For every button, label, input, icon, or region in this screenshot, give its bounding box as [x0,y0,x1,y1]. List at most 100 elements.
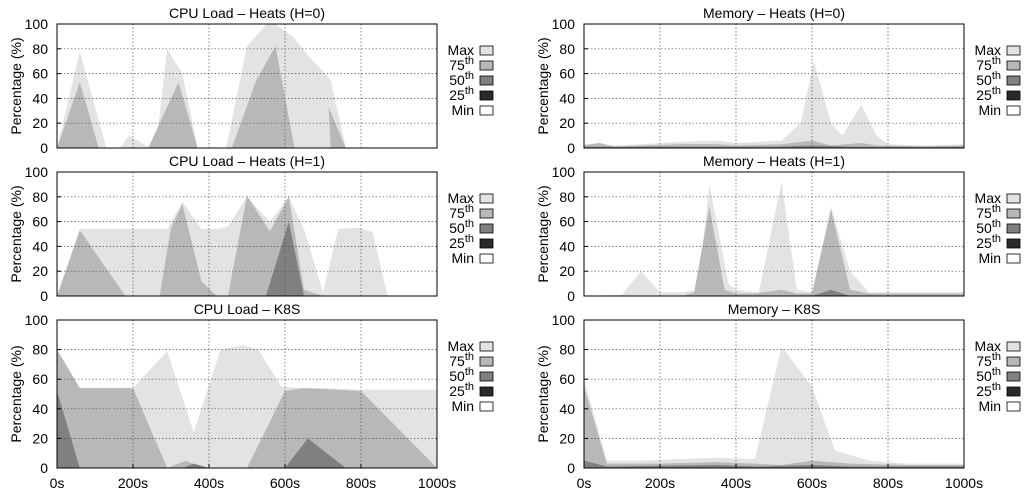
legend-label-text: 75 [976,205,992,221]
y-tick-label: 0 [40,288,48,304]
y-tick-label: 20 [32,263,48,279]
legend-swatch-min [1006,105,1021,116]
chart-title: Memory – K8S [728,301,821,317]
legend-label-sup: th [465,203,474,215]
area-75th [584,140,964,148]
chart-title: Memory – Heats (H=0) [703,5,845,21]
y-tick-label: 100 [25,164,49,180]
legend-label-min: Min [451,102,474,118]
area-max [584,181,964,296]
legend-label-sup: th [992,55,1001,67]
x-tick-label: 600s [270,475,300,491]
y-tick-label: 80 [32,342,48,358]
legend-swatch-min [479,401,494,412]
chart-title: CPU Load – Heats (H=1) [169,153,325,169]
legend-label-75: 75th [976,203,1001,221]
legend-swatch-max [479,45,494,56]
legend-label-text: 25 [976,235,992,251]
legend-swatch-75 [1006,356,1021,367]
y-tick-label: 60 [559,66,575,82]
legend-swatch-50 [479,223,494,234]
chart-panel-2: 0 20 40 60 80 100 Memory – Heats (H=0) Percenta… [535,5,1021,156]
plot-frame [583,171,965,297]
legend-label-50: 50th [976,218,1001,236]
y-axis-label: Percentage (%) [8,185,24,282]
legend-label-text: 75 [449,353,465,369]
legend-label-text: Max [448,338,474,354]
legend-label-text: 50 [449,368,465,384]
legend-label-text: Min [451,398,474,414]
legend-swatch-75 [479,356,494,367]
legend-label-75: 75th [449,203,474,221]
y-tick-label: 80 [559,342,575,358]
x-tick-label: 1000s [945,475,983,491]
legend-label-25: 25th [449,85,474,103]
y-tick-label: 20 [32,115,48,131]
legend-label-sup: th [465,70,474,82]
legend-label-max: Max [448,338,474,354]
legend-swatch-50 [479,75,494,86]
legend-label-text: 50 [449,220,465,236]
x-tick-label: 1000s [418,475,456,491]
legend-label-75: 75th [449,55,474,73]
legend-label-sup: th [465,218,474,230]
y-tick-label: 0 [567,288,575,304]
y-tick-label: 60 [559,214,575,230]
y-tick-label: 80 [559,41,575,57]
legend-label-25: 25th [449,381,474,399]
legend-label-25: 25th [976,85,1001,103]
legend-swatch-50 [479,371,494,382]
legend-label-text: Min [451,250,474,266]
legend-label-sup: th [465,381,474,393]
y-tick-label: 20 [32,430,48,446]
y-tick-label: 0 [40,460,48,476]
legend-label-min: Min [451,398,474,414]
legend-swatch-max [1006,45,1021,56]
plot-frame [56,319,438,469]
y-tick-label: 20 [559,263,575,279]
y-tick-label: 60 [32,66,48,82]
y-tick-label: 80 [32,189,48,205]
legend-label-50: 50th [449,218,474,236]
legend-label-max: Max [448,42,474,58]
legend-label-text: Min [978,398,1001,414]
legend-label-min: Min [978,250,1001,266]
legend-swatch-max [479,341,494,352]
legend-label-sup: th [992,85,1001,97]
legend-label-sup: th [992,233,1001,245]
x-tick-label: 200s [118,475,148,491]
legend-label-25: 25th [449,233,474,251]
legend-label-50: 50th [976,70,1001,88]
legend-swatch-50 [1006,223,1021,234]
area-max [584,61,964,148]
y-tick-label: 100 [552,164,576,180]
legend-label-50: 50th [976,366,1001,384]
x-tick-label: 0s [50,475,65,491]
legend-swatch-max [1006,341,1021,352]
y-tick-label: 60 [559,371,575,387]
legend-label-text: 25 [976,383,992,399]
legend-swatch-75 [1006,60,1021,71]
legend-label-text: Min [978,250,1001,266]
chart-title: CPU Load – K8S [194,301,301,317]
y-axis-label: Percentage (%) [8,37,24,134]
plot-frame [583,319,965,469]
y-axis-label: Percentage (%) [535,345,551,442]
legend-label-max: Max [975,190,1001,206]
legend-swatch-min [1006,401,1021,412]
chart-panel-4: 0 20 40 60 80 100 Memory – Heats (H=1) Percenta… [535,153,1021,304]
y-tick-label: 40 [559,238,575,254]
legend-label-sup: th [992,351,1001,363]
legend-label-text: 25 [976,87,992,103]
legend-label-50: 50th [449,366,474,384]
legend-swatch-75 [479,60,494,71]
legend-swatch-25 [1006,238,1021,249]
y-tick-label: 20 [559,430,575,446]
legend-swatch-25 [1006,90,1021,101]
legend-swatch-25 [479,238,494,249]
legend-label-min: Min [451,250,474,266]
